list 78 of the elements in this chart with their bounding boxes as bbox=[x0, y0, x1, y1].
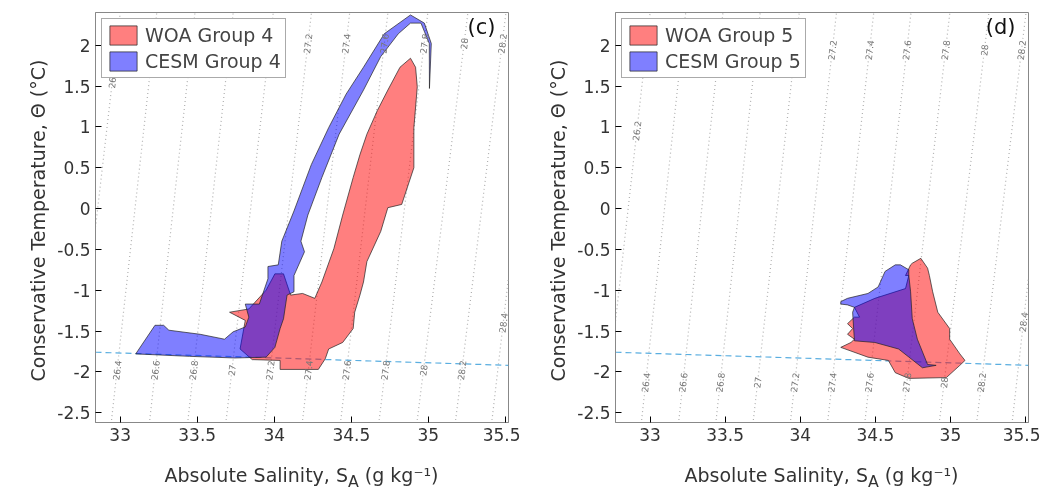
annotation: 27.6 bbox=[340, 359, 354, 381]
annotation: 28.2 bbox=[496, 33, 509, 55]
annotation: 28 bbox=[418, 363, 430, 377]
annotation: 27.6 bbox=[863, 371, 877, 394]
annotation: 26.2 bbox=[631, 120, 644, 142]
annotation: 28.2 bbox=[1015, 39, 1029, 61]
annotation: 27 bbox=[226, 364, 239, 377]
y-tick-label: 1 bbox=[599, 117, 611, 138]
annotation: 27.2 bbox=[789, 371, 802, 394]
annotation: 26.6 bbox=[677, 371, 690, 394]
x-tick-label: 34 bbox=[789, 424, 812, 445]
x-tick-label: 33 bbox=[639, 424, 661, 445]
annotation: (d) bbox=[985, 14, 1016, 39]
x-tick-label: 35.5 bbox=[482, 424, 521, 445]
y-tick-label: -2 bbox=[73, 362, 91, 383]
annotation: 28 bbox=[938, 375, 951, 389]
x-tick-label: 35 bbox=[417, 424, 440, 445]
annotation: 27.4 bbox=[863, 39, 877, 61]
y-tick-label: 2 bbox=[599, 35, 611, 56]
annotation: 28.4 bbox=[1017, 311, 1031, 333]
annotation: 28 bbox=[979, 43, 991, 57]
annotation: 27.6 bbox=[378, 32, 391, 55]
legend-label: WOA Group 5 bbox=[665, 24, 794, 46]
annotation: 26.6 bbox=[149, 359, 162, 381]
annotation: 28.4 bbox=[497, 312, 510, 334]
annotation: 27 bbox=[752, 376, 764, 389]
annotation: 27.2 bbox=[302, 33, 315, 55]
x-tick-label: 34 bbox=[263, 424, 286, 445]
y-tick-label: -2 bbox=[593, 362, 611, 383]
y-tick-label: 1.5 bbox=[583, 76, 611, 97]
annotation: 26 bbox=[106, 76, 119, 90]
annotation: 27.8 bbox=[418, 32, 431, 55]
x-axis-title: Absolute Salinity, S$_{A}$ (g kg⁻¹) bbox=[164, 463, 439, 493]
y-tick-label: 0 bbox=[79, 199, 91, 220]
x-tick-label: 33.5 bbox=[706, 424, 745, 445]
x-axis-title: Absolute Salinity, S$_{A}$ (g kg⁻¹) bbox=[684, 463, 959, 493]
x-tick-label: 34.5 bbox=[856, 424, 895, 445]
y-axis-title: Conservative Temperature, Θ (°C) bbox=[547, 59, 570, 382]
annotation: 27.8 bbox=[901, 371, 914, 394]
y-tick-label: -2.5 bbox=[57, 403, 91, 424]
annotation: 27.2 bbox=[826, 39, 839, 61]
x-tick-label: 35 bbox=[939, 424, 962, 445]
annotation: 26.4 bbox=[111, 359, 124, 381]
annotation: 27.4 bbox=[340, 32, 353, 55]
y-tick-label: -0.5 bbox=[57, 239, 91, 260]
annotation: (c) bbox=[467, 14, 496, 39]
legend-label: WOA Group 4 bbox=[145, 24, 274, 46]
x-tick-label: 33.5 bbox=[178, 424, 217, 445]
y-tick-label: 1.5 bbox=[63, 76, 91, 97]
y-tick-label: 1 bbox=[79, 117, 91, 138]
x-tick-label: 35.5 bbox=[1002, 424, 1040, 445]
x-tick-label: 33 bbox=[109, 424, 131, 445]
y-tick-label: 0 bbox=[599, 199, 611, 220]
y-tick-label: -1.5 bbox=[57, 321, 91, 342]
annotation: 28 bbox=[458, 37, 471, 50]
y-tick-label: -0.5 bbox=[577, 239, 611, 260]
legend-label: CESM Group 5 bbox=[665, 50, 801, 72]
annotation: 28.2 bbox=[975, 371, 989, 394]
annotation: 27.6 bbox=[901, 39, 914, 61]
annotation: 27.4 bbox=[826, 371, 839, 394]
y-tick-label: -2.5 bbox=[577, 403, 611, 424]
y-tick-label: -1 bbox=[593, 280, 611, 301]
annotation: 26.8 bbox=[714, 371, 727, 394]
annotation: 27.4 bbox=[302, 359, 316, 381]
annotation: 27.8 bbox=[939, 39, 953, 61]
y-tick-label: -1 bbox=[73, 280, 91, 301]
y-tick-label: 0.5 bbox=[63, 158, 91, 179]
y-tick-label: -1.5 bbox=[577, 321, 611, 342]
annotation: 26.4 bbox=[640, 371, 653, 394]
annotation: 28.2 bbox=[456, 359, 469, 381]
y-tick-label: 0.5 bbox=[583, 158, 611, 179]
y-tick-label: 2 bbox=[79, 35, 91, 56]
x-tick-label: 34.5 bbox=[332, 424, 371, 445]
annotation: 27.2 bbox=[264, 359, 277, 381]
annotation: 27.8 bbox=[379, 359, 392, 381]
y-axis-title: Conservative Temperature, Θ (°C) bbox=[27, 59, 50, 382]
legend-label: CESM Group 4 bbox=[145, 50, 281, 72]
annotation: 26.8 bbox=[187, 359, 201, 381]
